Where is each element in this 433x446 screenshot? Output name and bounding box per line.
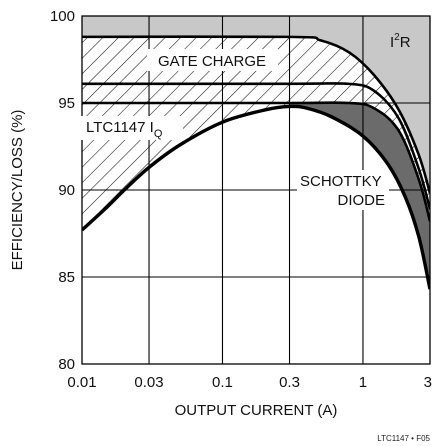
i2r-label-base: I (390, 34, 394, 51)
iq-label-base: LTC1147 I (86, 119, 154, 136)
y-tick-label: 90 (58, 182, 75, 199)
y-tick-label: 100 (50, 8, 75, 25)
i2r-label-bg (387, 27, 423, 53)
iq-label-sub: Q (154, 128, 163, 140)
i2r-label-sup: 2 (394, 32, 400, 43)
y-tick-label: 95 (58, 95, 75, 112)
x-tick-label: 1 (359, 374, 367, 391)
iq-label: LTC1147 IQ (86, 119, 163, 140)
loss-boundary-gate (82, 82, 430, 210)
region-gate-charge-loss (82, 36, 430, 210)
figure-id: LTC1147 • F05 (377, 434, 430, 443)
gate-charge-label-bg (147, 49, 278, 71)
schottky-label: SCHOTTKY (300, 173, 382, 190)
i2r-label-tail: R (400, 34, 411, 51)
x-tick-label: 0.03 (134, 374, 163, 391)
schottky-label-bg (297, 170, 389, 210)
y-tick-label: 80 (58, 356, 75, 373)
region-gap-loss (82, 83, 430, 222)
y-axis-label: EFFICIENCY/LOSS (%) (9, 110, 26, 271)
x-tick-label: 0.3 (279, 374, 300, 391)
y-tick-label: 85 (58, 269, 75, 286)
x-axis-label: OUTPUT CURRENT (A) (175, 402, 338, 419)
y-tick-labels: 80 85 90 95 100 (50, 8, 75, 373)
x-tick-label: 3 (424, 374, 432, 391)
efficiency-curve (82, 104, 430, 290)
loss-boundary-top (82, 35, 430, 194)
region-schottky-loss (289, 102, 430, 290)
iq-label-bg (80, 116, 183, 140)
loss-boundary-iq (82, 101, 430, 222)
boundary-lines (82, 35, 430, 222)
x-tick-label: 0.01 (67, 374, 96, 391)
gate-charge-label: GATE CHARGE (158, 53, 266, 70)
x-tick-labels: 0.01 0.03 0.1 0.3 1 3 (67, 374, 432, 391)
i2r-label: I2R (390, 32, 411, 51)
diode-label: DIODE (337, 192, 385, 209)
plot-frame (81, 15, 431, 365)
x-tick-label: 0.1 (212, 374, 233, 391)
